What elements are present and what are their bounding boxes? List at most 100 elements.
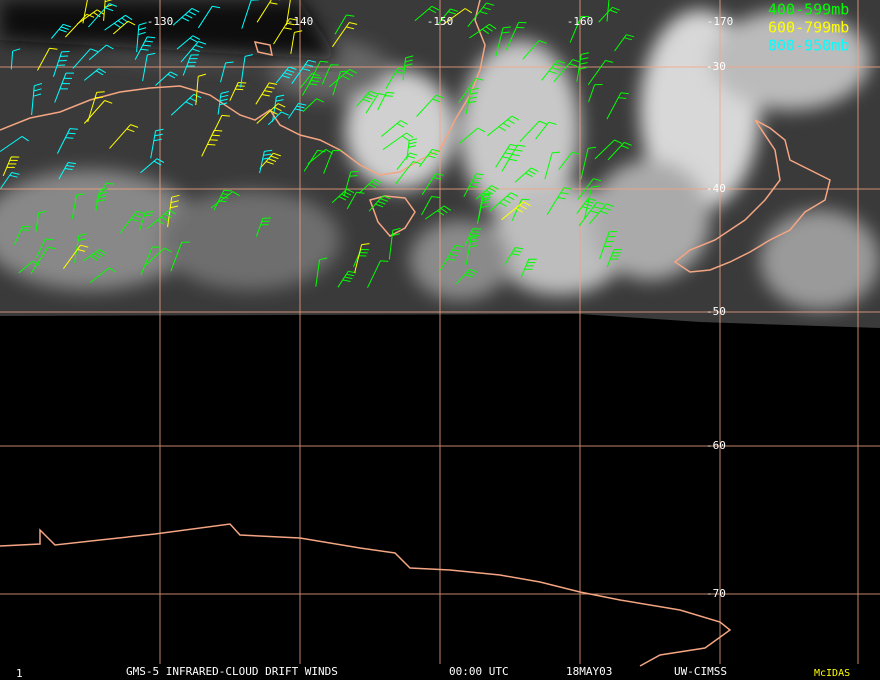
software: McIDAS <box>814 668 850 679</box>
wind-barb <box>213 189 233 211</box>
time: 00:00 UTC <box>449 665 509 678</box>
wind-barb <box>558 151 581 170</box>
wind-barb <box>120 210 145 234</box>
wind-barb <box>256 103 286 124</box>
wind-barb <box>594 139 623 160</box>
wind-barb <box>195 73 207 106</box>
wind-barb <box>346 191 365 210</box>
wind-barb <box>421 196 440 216</box>
wind-barb <box>487 115 520 137</box>
wind-barb <box>89 267 117 283</box>
wind-barb <box>465 235 480 265</box>
wind-barb <box>584 185 600 219</box>
longitude-label: -130 <box>147 15 174 28</box>
legend-entry: 800-950mb <box>768 37 849 55</box>
wind-barb <box>456 268 478 285</box>
wind-barb <box>323 150 341 174</box>
wind-barb <box>334 14 355 35</box>
wind-barb <box>475 185 499 200</box>
wind-barb <box>30 246 56 274</box>
wind-barb <box>155 71 178 86</box>
wind-barb <box>439 244 464 271</box>
longitude-label: -140 <box>287 15 314 28</box>
wind-barb <box>519 120 547 143</box>
wind-barb <box>241 0 260 29</box>
wind-barb <box>88 3 117 28</box>
wind-barb <box>170 93 202 116</box>
wind-barb <box>82 249 107 262</box>
wind-barb <box>103 0 113 21</box>
wind-barb <box>606 0 610 22</box>
wind-barb <box>229 82 247 101</box>
wind-barb <box>62 244 89 269</box>
wind-barb <box>72 48 99 69</box>
wind-barb <box>501 201 531 221</box>
wind-barb <box>569 15 590 43</box>
wind-barb <box>464 228 482 246</box>
wind-barb <box>402 55 414 81</box>
wind-barb <box>599 231 618 260</box>
wind-barb <box>315 257 328 287</box>
wind-barb <box>607 141 632 161</box>
wind-barb <box>541 60 566 81</box>
wind-barb <box>35 238 54 258</box>
wind-barb <box>13 225 31 245</box>
wind-barb <box>18 260 41 274</box>
wind-barb <box>267 111 289 126</box>
wind-barb <box>358 178 382 194</box>
wind-barb <box>170 241 190 272</box>
wind-barb <box>83 68 106 81</box>
wind-barb <box>458 77 484 103</box>
wind-barb <box>302 98 325 113</box>
wind-barb <box>463 173 484 197</box>
wind-barb <box>259 149 273 174</box>
wind-barb <box>535 121 557 140</box>
wind-barb <box>220 61 234 83</box>
wind-barb <box>172 7 200 26</box>
wind-barb <box>2 156 20 177</box>
product-name: GMS-5 INFRARED-CLOUD DRIFT WINDS <box>126 665 338 678</box>
wind-barb <box>210 191 240 209</box>
graticule-labels: -130 -140 -150 -160 -170 -30 -40 -50 -60 -70 <box>147 15 734 600</box>
wind-barb <box>140 246 161 276</box>
latitude-label: -40 <box>706 182 726 195</box>
wind-barb <box>35 210 47 233</box>
wind-barb <box>576 197 597 214</box>
wind-barb <box>140 158 165 174</box>
wind-barb <box>546 187 572 216</box>
legend-entry: 600-799mb <box>768 19 849 37</box>
wind-barb <box>37 47 58 71</box>
wind-barb <box>406 138 418 160</box>
wind-barb <box>217 91 229 115</box>
wind-barb <box>180 41 207 63</box>
wind-barb <box>382 132 414 151</box>
wind-barb <box>259 152 281 169</box>
wind-barb <box>578 201 605 227</box>
wind-barb <box>414 5 440 22</box>
wind-barb <box>290 30 303 54</box>
wind-barb <box>544 151 561 180</box>
longitude-label: -160 <box>567 15 594 28</box>
wind-barb <box>522 40 547 60</box>
wind-barb <box>51 23 71 39</box>
latitude-label: -60 <box>706 439 726 452</box>
wind-barb <box>138 211 154 231</box>
wind-barb <box>606 249 622 268</box>
wind-barb <box>88 44 114 61</box>
wind-barb <box>329 68 358 88</box>
wind-barb <box>285 0 291 26</box>
wind-barb <box>337 270 357 288</box>
wind-barb <box>514 167 539 183</box>
wind-barb <box>489 192 519 212</box>
wind-barb <box>425 205 452 220</box>
wind-barb <box>256 0 281 23</box>
wind-barb <box>367 260 389 288</box>
date: 18MAY03 <box>566 665 612 678</box>
wind-barb <box>10 48 21 70</box>
longitude-label: -150 <box>427 15 454 28</box>
wind-barb <box>588 203 615 225</box>
wind-barb <box>275 66 297 84</box>
wind-barb <box>134 36 156 60</box>
wind-barb <box>255 82 278 105</box>
